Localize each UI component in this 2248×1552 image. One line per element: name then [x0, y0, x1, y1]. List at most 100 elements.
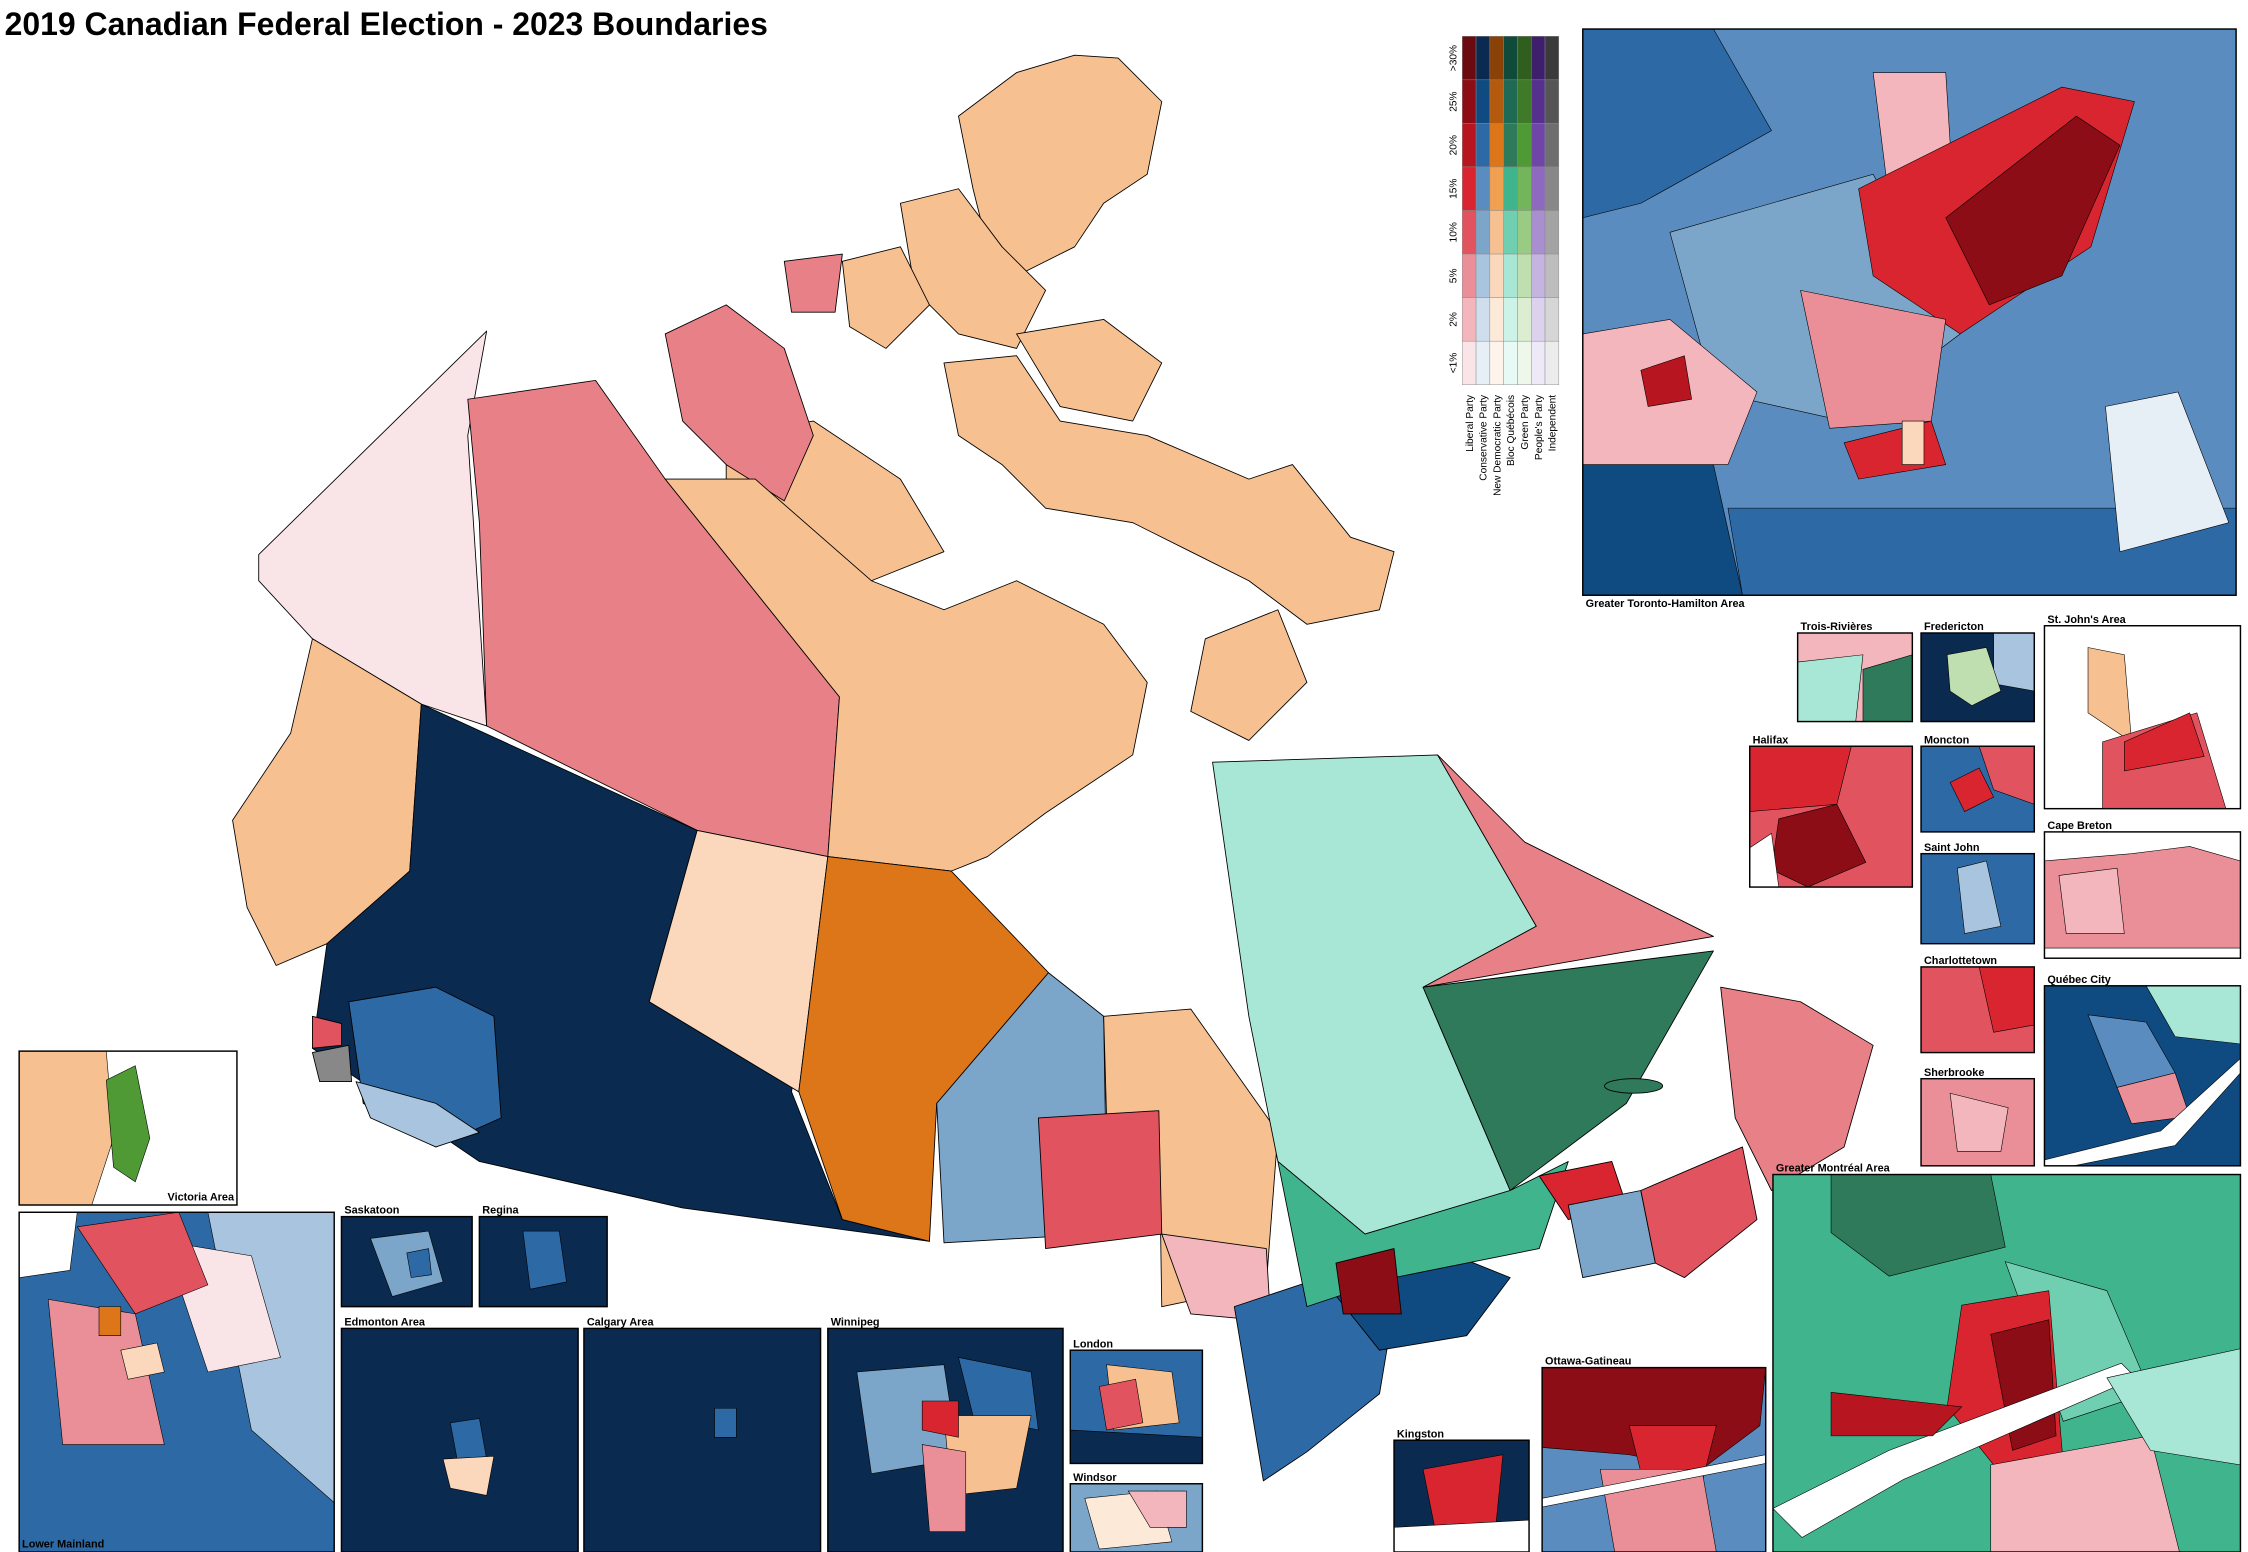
- region: [1604, 1078, 1664, 1094]
- legend-swatch: [1489, 210, 1504, 255]
- legend-swatch: [1462, 297, 1477, 342]
- legend-threshold: 2%: [1448, 312, 1459, 327]
- legend-threshold: 10%: [1448, 222, 1459, 242]
- legend-swatch: [1462, 210, 1477, 255]
- inset-label: Saint John: [1924, 842, 1980, 854]
- inset: Charlottetown: [1920, 955, 2036, 1054]
- inset-label: Halifax: [1753, 734, 1789, 746]
- inset-region: [2058, 867, 2125, 934]
- inset-label: St. John's Area: [2047, 614, 2126, 626]
- inset-region: [1949, 767, 1995, 812]
- legend-threshold: 15%: [1448, 179, 1459, 199]
- inset-frame: [1772, 1173, 2242, 1552]
- legend-threshold: >30%: [1448, 45, 1459, 71]
- legend-swatch: [1544, 253, 1560, 298]
- legend-swatch: [1475, 36, 1491, 81]
- map-title: 2019 Canadian Federal Election - 2023 Bo…: [5, 6, 768, 42]
- region: [1567, 1190, 1656, 1279]
- legend-swatch: [1475, 210, 1491, 255]
- inset-label: Sherbrooke: [1924, 1067, 1984, 1079]
- inset-frame: [1541, 1366, 1767, 1552]
- legend-swatch: [1462, 123, 1477, 168]
- legend-swatch: [1503, 340, 1518, 385]
- inset-region: [921, 1444, 967, 1532]
- inset-frame: [478, 1215, 608, 1308]
- inset: Trois-Rivières: [1796, 621, 1914, 723]
- inset-label: Regina: [482, 1205, 519, 1217]
- inset-region: [370, 1230, 444, 1297]
- inset-label: Windsor: [1073, 1472, 1117, 1484]
- legend-swatch: [1531, 340, 1546, 385]
- legend-swatch: [1544, 340, 1560, 385]
- legend-swatch: [1544, 166, 1560, 211]
- inset: Saint John: [1920, 842, 2036, 945]
- inset-frame: [18, 1211, 335, 1552]
- inset-region: [442, 1455, 495, 1496]
- inset: Victoria Area: [18, 1050, 238, 1206]
- inset-region: [2105, 391, 2230, 553]
- inset-frame: [1393, 1439, 1530, 1552]
- legend-threshold: 25%: [1448, 91, 1459, 111]
- inset-region: [1957, 860, 2002, 934]
- inset-region: [18, 1211, 78, 1278]
- inset: Québec City: [2043, 974, 2242, 1167]
- region: [1190, 609, 1308, 741]
- legend-swatch: [1503, 36, 1518, 81]
- region: [798, 856, 1049, 1242]
- legend-swatch: [1503, 253, 1518, 298]
- main-map: [232, 54, 1874, 1482]
- inset-label: London: [1073, 1338, 1113, 1350]
- inset-region: [958, 1357, 1039, 1431]
- region: [664, 304, 814, 502]
- region: [1720, 986, 1874, 1191]
- inset-label: Greater Montréal Area: [1776, 1163, 1891, 1175]
- legend-party: People's Party: [1534, 394, 1545, 460]
- legend-threshold: <1%: [1448, 353, 1459, 374]
- legend-swatch: [1517, 210, 1532, 255]
- legend-swatch: [1489, 79, 1504, 124]
- legend-swatch: [1503, 210, 1518, 255]
- inset: Lower Mainland: [18, 1211, 335, 1552]
- inset-region: [522, 1230, 567, 1290]
- inset-region: [98, 1306, 122, 1336]
- inset: Regina: [478, 1205, 608, 1308]
- inset-region: [406, 1248, 432, 1278]
- legend-party: New Democratic Party: [1492, 394, 1503, 496]
- inset: Greater Montréal Area: [1772, 1163, 2242, 1552]
- legend-swatch: [1544, 123, 1560, 168]
- legend-swatch: [1489, 123, 1504, 168]
- insets: Greater Toronto-Hamilton Area Trois-Riviè…: [18, 28, 2242, 1552]
- inset-frame: [1920, 632, 2036, 723]
- inset-label: Saskatoon: [344, 1205, 399, 1217]
- inset-frame: [1920, 1077, 2036, 1167]
- legend-swatch: [1475, 166, 1491, 211]
- legend-swatch: [1489, 253, 1504, 298]
- inset-label: Moncton: [1924, 734, 1969, 746]
- inset-region: [1797, 654, 1864, 722]
- legend-swatch: [1475, 253, 1491, 298]
- legend-swatch: [1489, 36, 1504, 81]
- inset-frame: [583, 1327, 822, 1552]
- inset-region: [921, 1400, 959, 1438]
- region: [1422, 950, 1714, 1191]
- legend-swatch: [1531, 297, 1546, 342]
- region: [355, 1081, 480, 1148]
- inset-region: [1949, 1092, 2009, 1152]
- legend-swatch: [1544, 297, 1560, 342]
- inset-label: Greater Toronto-Hamilton Area: [1586, 598, 1746, 610]
- inset: Edmonton Area: [340, 1317, 579, 1552]
- region: [783, 253, 843, 313]
- legend-swatch: [1503, 123, 1518, 168]
- inset-frame: [1920, 745, 2036, 833]
- inset-label: Calgary Area: [587, 1317, 655, 1329]
- inset-region: [105, 1065, 151, 1183]
- inset-label: Québec City: [2047, 974, 2110, 986]
- inset-region: [1127, 1490, 1187, 1528]
- legend-swatch: [1475, 340, 1491, 385]
- inset: Moncton: [1920, 734, 2036, 833]
- inset-frame: [1749, 745, 1914, 888]
- inset-frame: [2043, 625, 2242, 810]
- inset-label: Cape Breton: [2047, 820, 2112, 832]
- inset: St. John's Area: [2043, 614, 2242, 810]
